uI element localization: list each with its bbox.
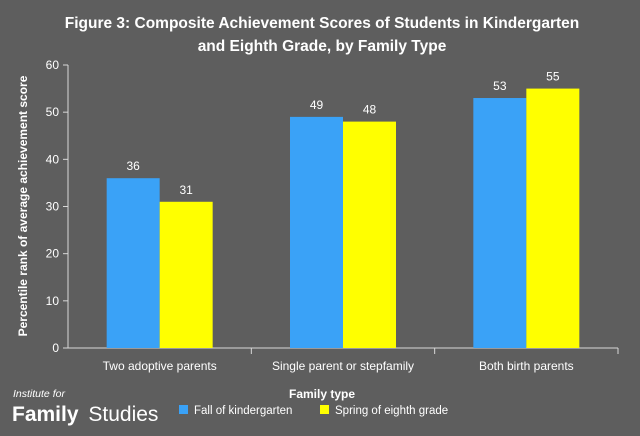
bar-value-label: 36 — [126, 159, 140, 173]
y-tick-label: 60 — [46, 58, 60, 72]
bar — [159, 201, 213, 348]
legend: Fall of kindergarten Spring of eighth gra… — [179, 405, 448, 417]
plot-area: 0 10 20 30 40 50 60 Two adoptive parents 36 31 Sin… — [46, 58, 619, 373]
y-tick-label: 20 — [46, 247, 60, 261]
x-tick-label: Two adoptive parents — [103, 359, 217, 373]
y-tick-label: 10 — [46, 294, 60, 308]
chart-title-line-2: and Eighth Grade, by Family Type — [198, 38, 447, 55]
bar-value-label: 53 — [493, 79, 507, 93]
y-tick-label: 50 — [46, 105, 60, 119]
bar — [526, 88, 580, 348]
chart-title-line-1: Figure 3: Composite Achievement Scores o… — [65, 15, 579, 32]
y-axis-label: Percentile rank of average achievement s… — [16, 75, 30, 336]
bar — [290, 116, 343, 348]
bar-value-label: 31 — [179, 183, 193, 197]
x-tick-label: Both birth parents — [479, 359, 574, 373]
logo-main-text: Family Studies — [12, 403, 158, 426]
brand-logo: Institute for Family Studies — [12, 388, 158, 426]
bar-value-label: 55 — [546, 70, 560, 84]
x-tick-label: Single parent or stepfamily — [272, 359, 414, 373]
logo-bold-text: Family — [12, 403, 79, 426]
bar-value-label: 48 — [363, 103, 377, 117]
legend-label: Spring of eighth grade — [335, 405, 448, 417]
legend-swatch — [320, 405, 329, 414]
y-tick-label: 0 — [52, 341, 59, 355]
bar-value-label: 49 — [310, 98, 324, 112]
logo-light-text: Studies — [88, 403, 158, 426]
legend-swatch — [179, 405, 188, 414]
y-tick-label: 40 — [46, 152, 60, 166]
y-tick-label: 30 — [46, 200, 60, 214]
x-axis-label: Family type — [289, 387, 355, 401]
legend-label: Fall of kindergarten — [194, 405, 292, 417]
logo-small-text: Institute for — [13, 388, 65, 400]
bar — [473, 98, 527, 349]
bar — [106, 178, 160, 348]
bar — [343, 121, 396, 348]
